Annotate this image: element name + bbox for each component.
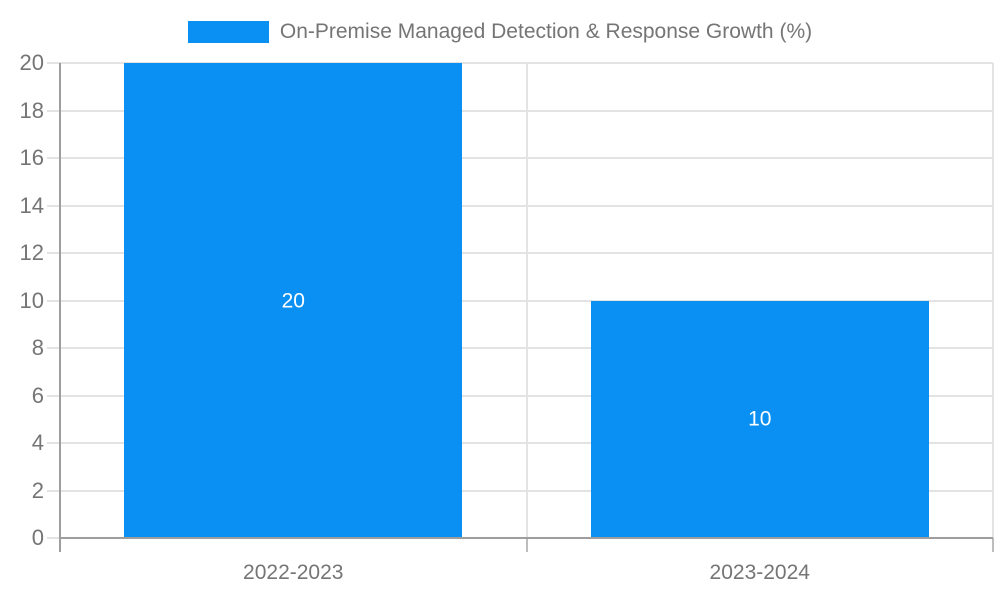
y-tick-mark [47,109,60,112]
y-axis-tick-label: 16 [19,145,44,170]
legend-label: On-Premise Managed Detection & Response … [279,20,813,43]
x-tick-mark [525,538,528,552]
v-gridline [992,63,994,538]
y-axis-tick-label: 12 [19,240,44,265]
x-axis-line [60,537,993,539]
y-axis-line [59,63,61,552]
y-tick-mark [47,442,60,444]
x-axis-label: 2022-2023 [243,561,344,584]
y-axis-tick-label: 14 [19,192,44,218]
y-tick-mark [47,489,60,492]
y-tick-mark [47,537,60,539]
y-tick-mark [47,347,60,349]
v-gridline [525,63,528,538]
y-axis-tick-label: 18 [19,97,44,123]
y-tick-mark [47,204,60,207]
y-axis-tick-label: 0 [31,525,44,550]
y-axis-tick-label: 8 [31,335,44,360]
y-axis-tick-label: 10 [19,287,44,313]
bar [590,300,929,538]
y-tick-mark [47,252,60,254]
chart-legend: On-Premise Managed Detection & Response … [0,19,1000,45]
bar [124,63,463,538]
plot-area: 0 2 4 6 8 10 12 14 16 18 20 20 2022-2023 10 2023-2024 [20,52,994,583]
bar-value-label: 10 [748,407,772,431]
y-axis-tick-label: 6 [31,382,44,408]
y-tick-mark [47,299,60,302]
y-tick-mark [47,62,60,64]
y-axis-tick-label: 2 [31,477,44,503]
legend-swatch [187,21,269,43]
y-tick-mark [47,157,60,159]
x-tick-mark [992,538,994,552]
bar-value-label: 20 [281,289,305,312]
x-axis-label: 2023-2024 [709,561,810,584]
y-tick-mark [47,394,60,397]
y-axis-tick-label: 4 [31,430,44,455]
y-axis-tick-label: 20 [19,50,44,75]
